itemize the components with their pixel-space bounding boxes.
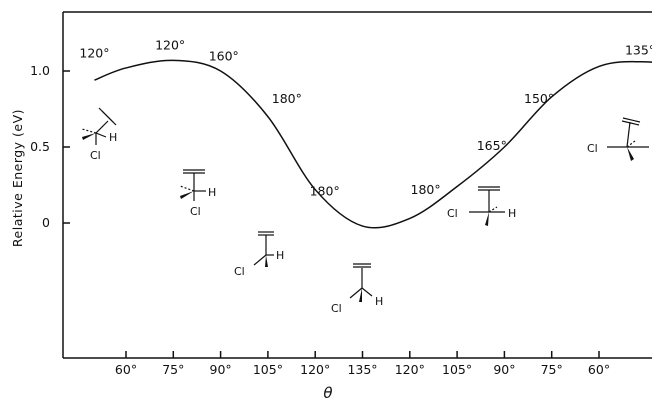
svg-text:Cl: Cl [234, 265, 245, 278]
energy-curve [94, 59, 652, 229]
x-tick-label: 120° [395, 362, 425, 377]
x-tick-label: 135° [347, 362, 377, 377]
angle-annotation: 135° [625, 42, 652, 57]
svg-text:H: H [508, 207, 516, 220]
molecule-6: H Cl [587, 117, 652, 161]
molecule-3: H Cl [234, 231, 284, 278]
angle-annotation: 165° [477, 138, 507, 153]
angle-annotations: 120°120°160°180°180°180°165°150°135°120° [79, 38, 652, 199]
x-tick-label: 90° [493, 362, 515, 377]
angle-annotation: 120° [79, 45, 109, 60]
svg-text:Cl: Cl [90, 149, 101, 162]
angle-annotation: 150° [524, 91, 554, 106]
angle-annotation: 160° [209, 48, 239, 63]
x-ticks: 60° 75° 90° 105° 120° 135° 120° 105° 90° 75° 60° [115, 351, 610, 377]
svg-text:H: H [208, 186, 216, 199]
y-axis-label: Relative Energy (eV) [10, 109, 25, 247]
x-tick-label: 105° [253, 362, 283, 377]
svg-text:H: H [276, 249, 284, 262]
x-tick-label: 120° [300, 362, 330, 377]
angle-annotation: 180° [411, 182, 441, 197]
molecule-4: H Cl [331, 263, 383, 315]
x-tick-label: 105° [442, 362, 472, 377]
y-ticks: 1.0 0.5 0 [30, 63, 70, 230]
svg-text:Cl: Cl [447, 207, 458, 220]
x-tick-label: 75° [541, 362, 563, 377]
x-axis-label: θ [323, 384, 332, 402]
svg-text:H: H [375, 295, 383, 308]
svg-text:Cl: Cl [331, 302, 342, 315]
molecule-5: H Cl [447, 186, 516, 226]
svg-text:Cl: Cl [190, 205, 201, 218]
molecule-1: H Cl [81, 107, 117, 162]
x-tick-label: 75° [162, 362, 184, 377]
angle-annotation: 120° [155, 38, 185, 53]
x-tick-label: 90° [210, 362, 232, 377]
y-tick-label: 1.0 [30, 63, 50, 78]
y-tick-label: 0 [42, 215, 50, 230]
molecule-2: H Cl [179, 169, 216, 218]
svg-text:Cl: Cl [587, 142, 598, 155]
svg-text:H: H [109, 131, 117, 144]
x-tick-label: 60° [588, 362, 610, 377]
angle-annotation: 180° [310, 184, 340, 199]
y-tick-label: 0.5 [30, 139, 50, 154]
angle-annotation: 180° [272, 91, 302, 106]
x-tick-label: 60° [115, 362, 137, 377]
